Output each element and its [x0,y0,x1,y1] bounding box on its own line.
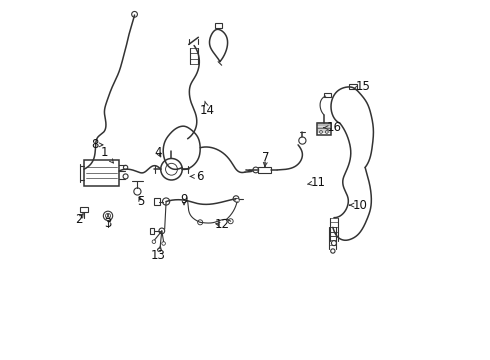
Text: 16: 16 [323,121,342,134]
Text: 9: 9 [180,193,188,206]
Bar [317,123,331,135]
Circle shape [159,228,165,234]
Text: 4: 4 [154,145,162,158]
Circle shape [299,137,306,144]
Text: 6: 6 [191,170,204,183]
Text: 12: 12 [214,218,229,231]
Bar [258,167,271,173]
Circle shape [157,248,161,252]
Bar [317,123,331,128]
Bar [324,93,331,97]
Circle shape [253,167,259,173]
Circle shape [331,249,335,253]
Circle shape [123,174,128,179]
Circle shape [162,242,166,245]
Text: 2: 2 [75,213,83,226]
Text: 7: 7 [262,151,270,167]
Text: 5: 5 [137,195,145,208]
Circle shape [325,131,328,134]
Circle shape [134,188,141,195]
Circle shape [197,220,203,225]
Bar [154,198,160,205]
Circle shape [319,131,322,134]
Bar [349,84,357,89]
Text: 14: 14 [200,101,215,117]
Circle shape [161,158,182,180]
Text: 15: 15 [353,80,371,93]
Bar [80,207,88,212]
Text: 10: 10 [349,199,367,212]
Circle shape [163,198,170,205]
Circle shape [228,219,233,224]
Circle shape [132,12,137,17]
Circle shape [235,198,239,203]
Circle shape [103,211,113,221]
Circle shape [123,165,128,170]
Bar [84,160,119,186]
Bar [150,228,154,234]
Circle shape [152,240,156,243]
Text: 8: 8 [92,138,103,151]
Circle shape [233,196,239,202]
Circle shape [105,213,111,219]
Circle shape [166,163,177,175]
Text: 1: 1 [100,145,113,163]
Text: 3: 3 [104,215,112,230]
Bar [215,23,221,28]
Text: 11: 11 [307,176,325,189]
Text: 13: 13 [151,246,166,262]
Circle shape [331,240,337,246]
